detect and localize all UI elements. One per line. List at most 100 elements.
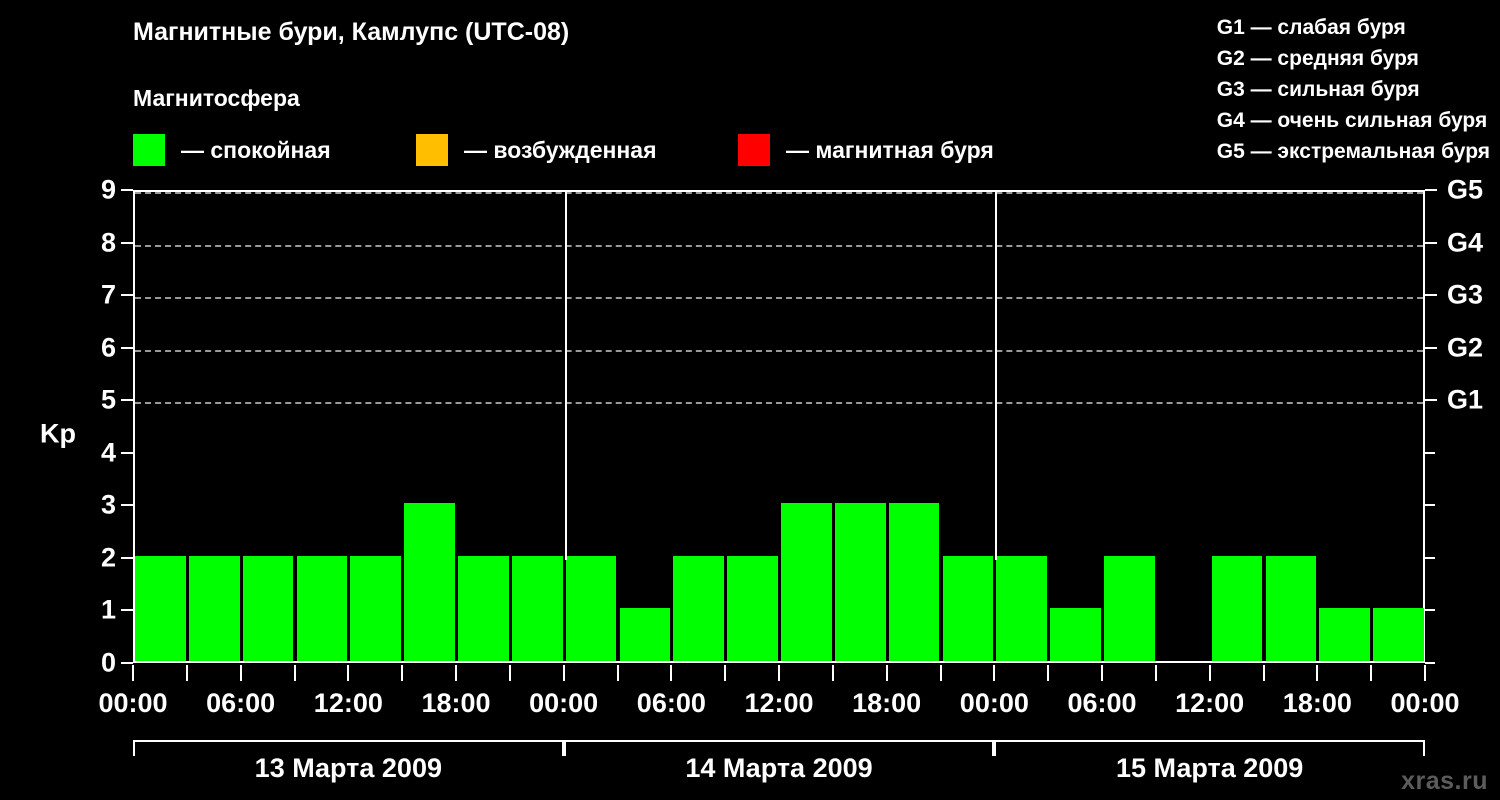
y-tick-label-3: 3 — [100, 489, 116, 520]
x-tick-mark-h18 — [455, 665, 457, 681]
g-minor-tick-kp-4 — [1425, 451, 1435, 454]
x-tick-mark-h39 — [831, 665, 834, 681]
x-tick-mark-h42 — [885, 665, 888, 681]
g-tick-label-G1: G1 — [1447, 384, 1484, 415]
kp-bar — [888, 503, 940, 661]
g-tick-mark-G2 — [1425, 346, 1437, 349]
kp-bar — [727, 555, 778, 661]
watermark: xras.ru — [1401, 767, 1488, 795]
g-tick-mark-G4 — [1425, 241, 1437, 244]
plot-inner — [135, 192, 1424, 661]
g-tick-label-G2: G2 — [1447, 332, 1484, 363]
kp-bar — [1104, 555, 1155, 661]
g-legend-row-2: G2 — средняя буря — [1216, 47, 1419, 70]
x-tick-mark-h60 — [1208, 665, 1211, 681]
date-bracket-1 — [133, 740, 564, 756]
y-tick-mark-7 — [121, 294, 133, 297]
date-label-2: 14 Марта 2009 — [685, 753, 873, 783]
gridline-kp-5 — [135, 402, 1423, 405]
x-tick-mark-h30 — [670, 665, 673, 681]
date-label-1: 13 Марта 2009 — [254, 753, 442, 783]
x-tick-mark-h27 — [616, 665, 619, 681]
x-tick-mark-h63 — [1262, 665, 1265, 681]
x-tick-label-0: 00:00 — [98, 688, 168, 718]
date-bracket-2 — [563, 740, 995, 756]
x-tick-label-1: 06:00 — [206, 688, 276, 718]
y-axis-title: Kp — [40, 418, 76, 449]
kp-bar — [781, 503, 832, 661]
x-tick-label-2: 12:00 — [313, 688, 383, 718]
g-legend-row-4: G4 — очень сильная буря — [1216, 109, 1488, 132]
y-tick-label-2: 2 — [100, 542, 116, 573]
x-tick-mark-h3 — [185, 665, 188, 681]
x-tick-label-9: 06:00 — [1067, 688, 1137, 718]
x-tick-mark-h45 — [939, 665, 942, 681]
g-tick-label-G3: G3 — [1447, 279, 1484, 310]
kp-bar — [350, 555, 402, 661]
x-tick-mark-h48 — [993, 665, 996, 681]
plot-area — [133, 190, 1425, 663]
kp-bar — [834, 503, 886, 661]
x-tick-mark-h24 — [562, 665, 565, 681]
g-minor-tick-kp-2 — [1425, 556, 1435, 559]
y-tick-mark-3 — [121, 504, 133, 507]
gridline-kp-7 — [135, 297, 1423, 300]
x-tick-mark-h21 — [508, 665, 511, 681]
y-tick-mark-1 — [121, 609, 133, 612]
condition-legend: — спокойная — возбужденная — магнитная бур… — [133, 134, 1033, 166]
x-tick-label-3: 18:00 — [421, 688, 491, 718]
page-title: Магнитные бури, Камлупс (UTC-08) — [133, 18, 570, 46]
x-tick-label-8: 00:00 — [959, 688, 1029, 718]
y-tick-label-5: 5 — [100, 384, 116, 415]
g-tick-label-G5: G5 — [1447, 174, 1484, 205]
g-legend-row-1: G1 — слабая буря — [1216, 16, 1406, 39]
x-tick-mark-h33 — [724, 665, 727, 681]
legend-swatch-storm — [738, 134, 770, 166]
g-tick-label-G4: G4 — [1447, 227, 1484, 258]
kp-bar — [1265, 555, 1317, 661]
legend-swatch-quiet — [133, 134, 165, 166]
g-minor-tick-kp-3 — [1425, 504, 1435, 507]
y-tick-label-7: 7 — [100, 279, 116, 310]
legend-entry-unsettled: — возбужденная — [416, 134, 657, 166]
legend-swatch-unsettled — [416, 134, 448, 166]
kp-bar — [242, 555, 294, 661]
x-tick-mark-h51 — [1047, 665, 1050, 681]
y-tick-mark-8 — [121, 241, 133, 244]
y-tick-mark-6 — [121, 346, 133, 349]
legend-label-storm: — магнитная буря — [786, 136, 994, 163]
day-divider — [564, 192, 567, 560]
y-tick-label-8: 8 — [100, 227, 116, 258]
kp-bar — [1050, 608, 1101, 661]
kp-bar — [404, 503, 455, 661]
x-tick-mark-h15 — [401, 665, 404, 681]
y-tick-label-9: 9 — [100, 174, 116, 205]
y-tick-mark-5 — [121, 399, 133, 402]
x-tick-mark-h57 — [1154, 665, 1157, 681]
g-scale-legend: G1 — слабая буря G2 — средняя буря G3 — си… — [1217, 12, 1490, 167]
y-tick-mark-9 — [121, 189, 133, 191]
x-tick-mark-h9 — [293, 665, 296, 681]
kp-bar — [511, 555, 563, 661]
gridline-kp-9 — [135, 192, 1423, 194]
y-tick-mark-2 — [121, 556, 133, 559]
kp-bar — [1211, 555, 1263, 661]
g-legend-row-5: G5 — экстремальная буря — [1216, 140, 1490, 163]
kp-bar — [458, 555, 509, 661]
date-bracket-3 — [994, 740, 1425, 756]
gridline-kp-6 — [135, 349, 1423, 352]
legend-label-quiet: — спокойная — [181, 136, 331, 163]
x-tick-label-6: 12:00 — [744, 688, 814, 718]
kp-bar — [296, 555, 348, 661]
g-minor-tick-kp-0 — [1425, 662, 1435, 664]
x-tick-mark-h0 — [132, 665, 134, 681]
kp-bar — [135, 555, 186, 661]
x-tick-label-12: 00:00 — [1390, 688, 1460, 718]
g-tick-mark-G3 — [1425, 294, 1437, 297]
kp-bar — [942, 555, 994, 661]
kp-bar — [619, 608, 671, 661]
y-tick-mark-0 — [121, 662, 133, 664]
kp-bar — [673, 555, 725, 661]
y-tick-label-1: 1 — [100, 594, 116, 625]
y-tick-mark-4 — [121, 451, 133, 454]
